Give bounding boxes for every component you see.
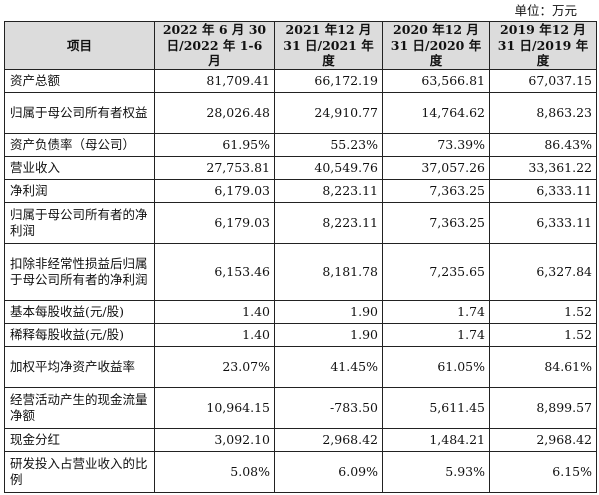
cell-value: 8,899.57: [489, 386, 597, 429]
table-row: 营业收入 27,753.81 40,549.76 37,057.26 33,36…: [4, 155, 597, 180]
cell-value: 6.15%: [489, 450, 597, 493]
cell-value: 37,057.26: [382, 155, 490, 180]
header-row: 项目 2022 年 6 月 30 日/2022 年 1-6 月 2021 年12…: [4, 21, 597, 70]
header-2019: 2019 年12 月31 日/2019 年度: [489, 21, 597, 70]
cell-value: 6,179.03: [154, 178, 275, 203]
header-item: 项目: [4, 21, 155, 70]
cell-value: 5,611.45: [382, 386, 490, 429]
cell-value: 6,327.84: [489, 242, 597, 301]
table-row: 研发投入占营业收入的比例 5.08% 6.09% 5.93% 6.15%: [4, 450, 597, 493]
row-label: 净利润: [4, 178, 155, 203]
row-label: 资产总额: [4, 68, 155, 93]
table-row: 资产负债率（母公司） 61.95% 55.23% 73.39% 86.43%: [4, 132, 597, 157]
cell-value: 1.40: [154, 322, 275, 347]
cell-value: 23.07%: [154, 345, 275, 388]
row-label: 稀释每股收益(元/股): [4, 322, 155, 347]
cell-value: 27,753.81: [154, 155, 275, 180]
financial-data-table: 项目 2022 年 6 月 30 日/2022 年 1-6 月 2021 年12…: [4, 21, 597, 493]
cell-value: 6,333.11: [489, 178, 597, 203]
cell-value: 1.74: [382, 299, 490, 324]
table-row: 加权平均净资产收益率 23.07% 41.45% 61.05% 84.61%: [4, 345, 597, 388]
table-row: 稀释每股收益(元/股) 1.40 1.90 1.74 1.52: [4, 322, 597, 347]
cell-value: 40,549.76: [274, 155, 383, 180]
cell-value: 8,863.23: [489, 91, 597, 134]
table-row: 扣除非经常性损益后归属于母公司所有者的净利润 6,153.46 8,181.78…: [4, 242, 597, 301]
row-label: 归属于母公司所有者的净利润: [4, 201, 155, 244]
cell-value: 61.95%: [154, 132, 275, 157]
cell-value: -783.50: [274, 386, 383, 429]
row-label: 现金分红: [4, 427, 155, 452]
cell-value: 1.74: [382, 322, 490, 347]
cell-value: 2,968.42: [489, 427, 597, 452]
row-label: 归属于母公司所有者权益: [4, 91, 155, 134]
cell-value: 1.52: [489, 322, 597, 347]
cell-value: 66,172.19: [274, 68, 383, 93]
row-label: 加权平均净资产收益率: [4, 345, 155, 388]
row-label: 资产负债率（母公司）: [4, 132, 155, 157]
cell-value: 6.09%: [274, 450, 383, 493]
table-row: 归属于母公司所有者权益 28,026.48 24,910.77 14,764.6…: [4, 91, 597, 134]
cell-value: 1,484.21: [382, 427, 490, 452]
table-row: 资产总额 81,709.41 66,172.19 63,566.81 67,03…: [4, 68, 597, 93]
cell-value: 14,764.62: [382, 91, 490, 134]
cell-value: 1.40: [154, 299, 275, 324]
cell-value: 84.61%: [489, 345, 597, 388]
row-label: 基本每股收益(元/股): [4, 299, 155, 324]
cell-value: 81,709.41: [154, 68, 275, 93]
cell-value: 28,026.48: [154, 91, 275, 134]
cell-value: 67,037.15: [489, 68, 597, 93]
cell-value: 5.08%: [154, 450, 275, 493]
row-label: 研发投入占营业收入的比例: [4, 450, 155, 493]
row-label: 经营活动产生的现金流量净额: [4, 386, 155, 429]
cell-value: 1.90: [274, 299, 383, 324]
row-label: 营业收入: [4, 155, 155, 180]
cell-value: 3,092.10: [154, 427, 275, 452]
cell-value: 2,968.42: [274, 427, 383, 452]
cell-value: 7,363.25: [382, 178, 490, 203]
cell-value: 24,910.77: [274, 91, 383, 134]
table-row: 净利润 6,179.03 8,223.11 7,363.25 6,333.11: [4, 178, 597, 203]
cell-value: 6,333.11: [489, 201, 597, 244]
cell-value: 7,363.25: [382, 201, 490, 244]
cell-value: 86.43%: [489, 132, 597, 157]
cell-value: 8,223.11: [274, 201, 383, 244]
cell-value: 6,179.03: [154, 201, 275, 244]
cell-value: 61.05%: [382, 345, 490, 388]
table-row: 归属于母公司所有者的净利润 6,179.03 8,223.11 7,363.25…: [4, 201, 597, 244]
cell-value: 10,964.15: [154, 386, 275, 429]
cell-value: 73.39%: [382, 132, 490, 157]
cell-value: 41.45%: [274, 345, 383, 388]
table-row: 经营活动产生的现金流量净额 10,964.15 -783.50 5,611.45…: [4, 386, 597, 429]
header-2020: 2020 年12 月31 日/2020 年度: [382, 21, 490, 70]
cell-value: 1.52: [489, 299, 597, 324]
cell-value: 8,181.78: [274, 242, 383, 301]
table-row: 现金分红 3,092.10 2,968.42 1,484.21 2,968.42: [4, 427, 597, 452]
cell-value: 8,223.11: [274, 178, 383, 203]
table-row: 基本每股收益(元/股) 1.40 1.90 1.74 1.52: [4, 299, 597, 324]
header-2022h1: 2022 年 6 月 30 日/2022 年 1-6 月: [154, 21, 275, 70]
cell-value: 63,566.81: [382, 68, 490, 93]
cell-value: 1.90: [274, 322, 383, 347]
row-label: 扣除非经常性损益后归属于母公司所有者的净利润: [4, 242, 155, 301]
cell-value: 55.23%: [274, 132, 383, 157]
header-2021: 2021 年12 月31 日/2021 年度: [274, 21, 383, 70]
unit-label: 单位：万元: [514, 3, 577, 18]
cell-value: 5.93%: [382, 450, 490, 493]
cell-value: 6,153.46: [154, 242, 275, 301]
cell-value: 33,361.22: [489, 155, 597, 180]
cell-value: 7,235.65: [382, 242, 490, 301]
